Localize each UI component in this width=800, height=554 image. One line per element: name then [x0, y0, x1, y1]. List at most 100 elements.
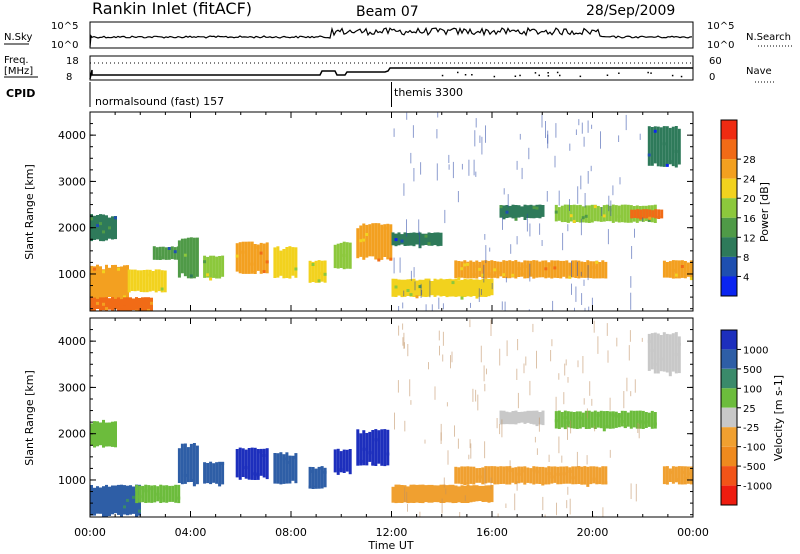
nave-dot [556, 71, 559, 74]
velocity-noise [424, 439, 426, 444]
velocity-cell [383, 429, 387, 467]
velocity-cell [586, 466, 590, 485]
power-cell [314, 260, 318, 283]
velocity-cell [362, 447, 366, 451]
velocity-noise [398, 325, 400, 336]
power-noise [541, 114, 543, 128]
power-cell [584, 214, 588, 218]
power-cell [623, 204, 627, 223]
velocity-noise [447, 450, 449, 465]
velocity-cell [108, 422, 111, 447]
velocity-cell [457, 486, 461, 503]
power-cell [96, 224, 99, 228]
nave-right-tick-top: 60 [709, 56, 722, 67]
power-cell [158, 256, 162, 260]
velocity-cell [368, 431, 372, 462]
power-cell [559, 260, 563, 279]
power-cell [526, 205, 530, 218]
power-noise [505, 277, 507, 283]
power-cell [99, 292, 102, 296]
power-cell [677, 260, 681, 279]
power-cell [391, 278, 395, 297]
velocity-cell [221, 462, 225, 466]
velocity-cell [608, 411, 612, 429]
power-cell [192, 237, 196, 279]
velocity-noise [591, 398, 593, 406]
power-cell [142, 270, 146, 293]
power-cell [475, 279, 479, 297]
power-cell [362, 238, 366, 242]
velocity-cell [397, 484, 401, 488]
velocity-cell [123, 485, 126, 515]
velocity-noise [589, 381, 591, 396]
power-cell [256, 245, 260, 249]
velocity-cell [186, 447, 190, 483]
power-cell [466, 261, 470, 279]
power-cell [639, 209, 643, 219]
velocity-cell [493, 466, 497, 485]
velocity-cell [604, 481, 608, 485]
power-noise [452, 161, 454, 179]
power-cell [490, 260, 494, 279]
velocity-cell [529, 410, 533, 424]
velocity-cell [599, 410, 603, 429]
velocity-cell [577, 466, 581, 470]
nave-dot [559, 74, 561, 77]
velocity-cell [644, 412, 648, 428]
velocity-colorbar: 1000 500 100 25 -25 -100 -500 -1000 [720, 329, 772, 506]
power-colorbar-label: 4 [743, 272, 749, 283]
power-cell [120, 266, 123, 302]
power-noise [399, 257, 401, 273]
power-cell [356, 228, 360, 259]
power-cell [457, 280, 461, 297]
velocity-noise [556, 502, 557, 516]
station-title: Rankin Inlet (fitACF) [92, 0, 252, 18]
nave-dot [606, 74, 609, 76]
power-colorbar-label: Power [dB] [758, 182, 771, 242]
power-cell [665, 163, 669, 167]
power-noise [403, 290, 405, 297]
power-cell [397, 232, 401, 246]
power-cell [215, 256, 219, 279]
velocity-cell [144, 489, 148, 493]
power-cell [374, 223, 378, 260]
nsearch-label: N.Search [746, 32, 791, 43]
velocity-noise [609, 449, 611, 458]
power-ytick-label: 1000 [58, 268, 86, 281]
velocity-cell [374, 429, 378, 466]
power-cell [108, 226, 111, 230]
freq-left-tick-bottom: 8 [66, 72, 72, 83]
velocity-cell [314, 468, 318, 487]
power-ylabel: Slant Range [km] [23, 164, 36, 260]
power-cell [457, 280, 461, 284]
power-cell [671, 268, 675, 272]
power-cell [674, 260, 678, 279]
power-noise [528, 147, 530, 160]
velocity-cell [514, 410, 518, 425]
velocity-cell [505, 466, 509, 485]
power-cell [415, 280, 419, 297]
power-colorbar-bin [721, 276, 737, 296]
velocity-cell [472, 485, 476, 489]
velocity-noise [558, 436, 560, 454]
power-cell [371, 223, 375, 257]
velocity-cell [141, 486, 145, 490]
power-cell [475, 295, 479, 299]
nave-dot [457, 71, 459, 74]
power-cell [132, 298, 135, 311]
power-cell [311, 263, 315, 266]
velocity-cell [596, 411, 600, 428]
power-cell [614, 205, 618, 222]
velocity-cell [478, 475, 482, 479]
velocity-cell [596, 413, 600, 417]
power-cell [221, 255, 225, 277]
power-noise [577, 186, 579, 204]
power-cell [430, 281, 434, 296]
power-noise [413, 267, 415, 278]
power-cell [241, 241, 245, 274]
velocity-cell [192, 443, 196, 485]
power-cell [574, 260, 578, 278]
power-cell [141, 297, 144, 311]
power-cell [433, 278, 437, 297]
velocity-cell [394, 484, 398, 504]
